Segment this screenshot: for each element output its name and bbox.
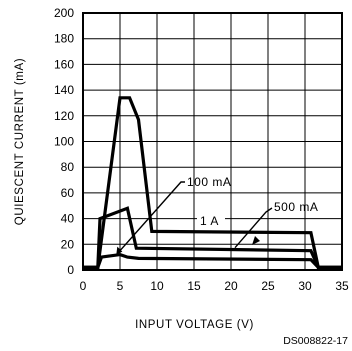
y-tick-label: 40 [61, 212, 75, 226]
leader-500ma [234, 207, 273, 249]
x-tick-label: 35 [335, 279, 349, 293]
x-tick-label: 20 [224, 279, 238, 293]
y-tick-label: 100 [54, 135, 74, 149]
series-line-500-ma [83, 252, 342, 269]
x-axis-label: INPUT VOLTAGE (V) [135, 319, 254, 331]
x-tick-label: 15 [187, 279, 201, 293]
annotations: 100 mA 1 A 500 mA [116, 175, 318, 255]
y-tick-label: 120 [54, 109, 74, 123]
label-1a: 1 A [200, 214, 219, 228]
series-line-1-a [83, 96, 342, 269]
y-tick-label: 20 [61, 237, 75, 251]
label-500ma: 500 mA [274, 200, 318, 214]
y-tick-label: 80 [61, 160, 75, 174]
y-tick-label: 200 [54, 6, 74, 20]
y-axis-label: QUIESCENT CURRENT (mA) [14, 58, 26, 225]
label-100ma: 100 mA [187, 175, 231, 189]
leader-100ma [117, 181, 185, 254]
tick-labels: 0 5 10 15 20 25 30 35 0 20 40 60 80 100 120 140 160 180 20… [54, 6, 349, 293]
y-tick-label: 140 [54, 83, 74, 97]
y-tick-label: 60 [61, 186, 75, 200]
x-tick-label: 25 [261, 279, 275, 293]
x-tick-label: 5 [117, 279, 124, 293]
plot-frame [82, 12, 343, 271]
y-tick-label: 180 [54, 32, 74, 46]
y-tick-label: 160 [54, 57, 74, 71]
label-bg-1a [197, 213, 225, 227]
arrowhead-500ma [252, 236, 260, 245]
arrowhead-100ma [116, 246, 123, 255]
x-tick-label: 10 [150, 279, 164, 293]
series-lines [83, 96, 342, 269]
x-tick-label: 0 [80, 279, 87, 293]
figure-id: DS008822-17 [283, 335, 348, 347]
x-tick-label: 30 [298, 279, 312, 293]
grid [83, 13, 342, 270]
y-tick-label: 0 [67, 263, 74, 277]
